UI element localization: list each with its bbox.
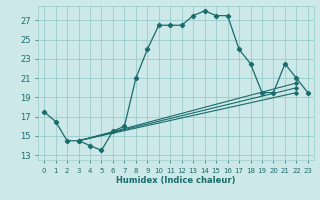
X-axis label: Humidex (Indice chaleur): Humidex (Indice chaleur) [116, 176, 236, 185]
